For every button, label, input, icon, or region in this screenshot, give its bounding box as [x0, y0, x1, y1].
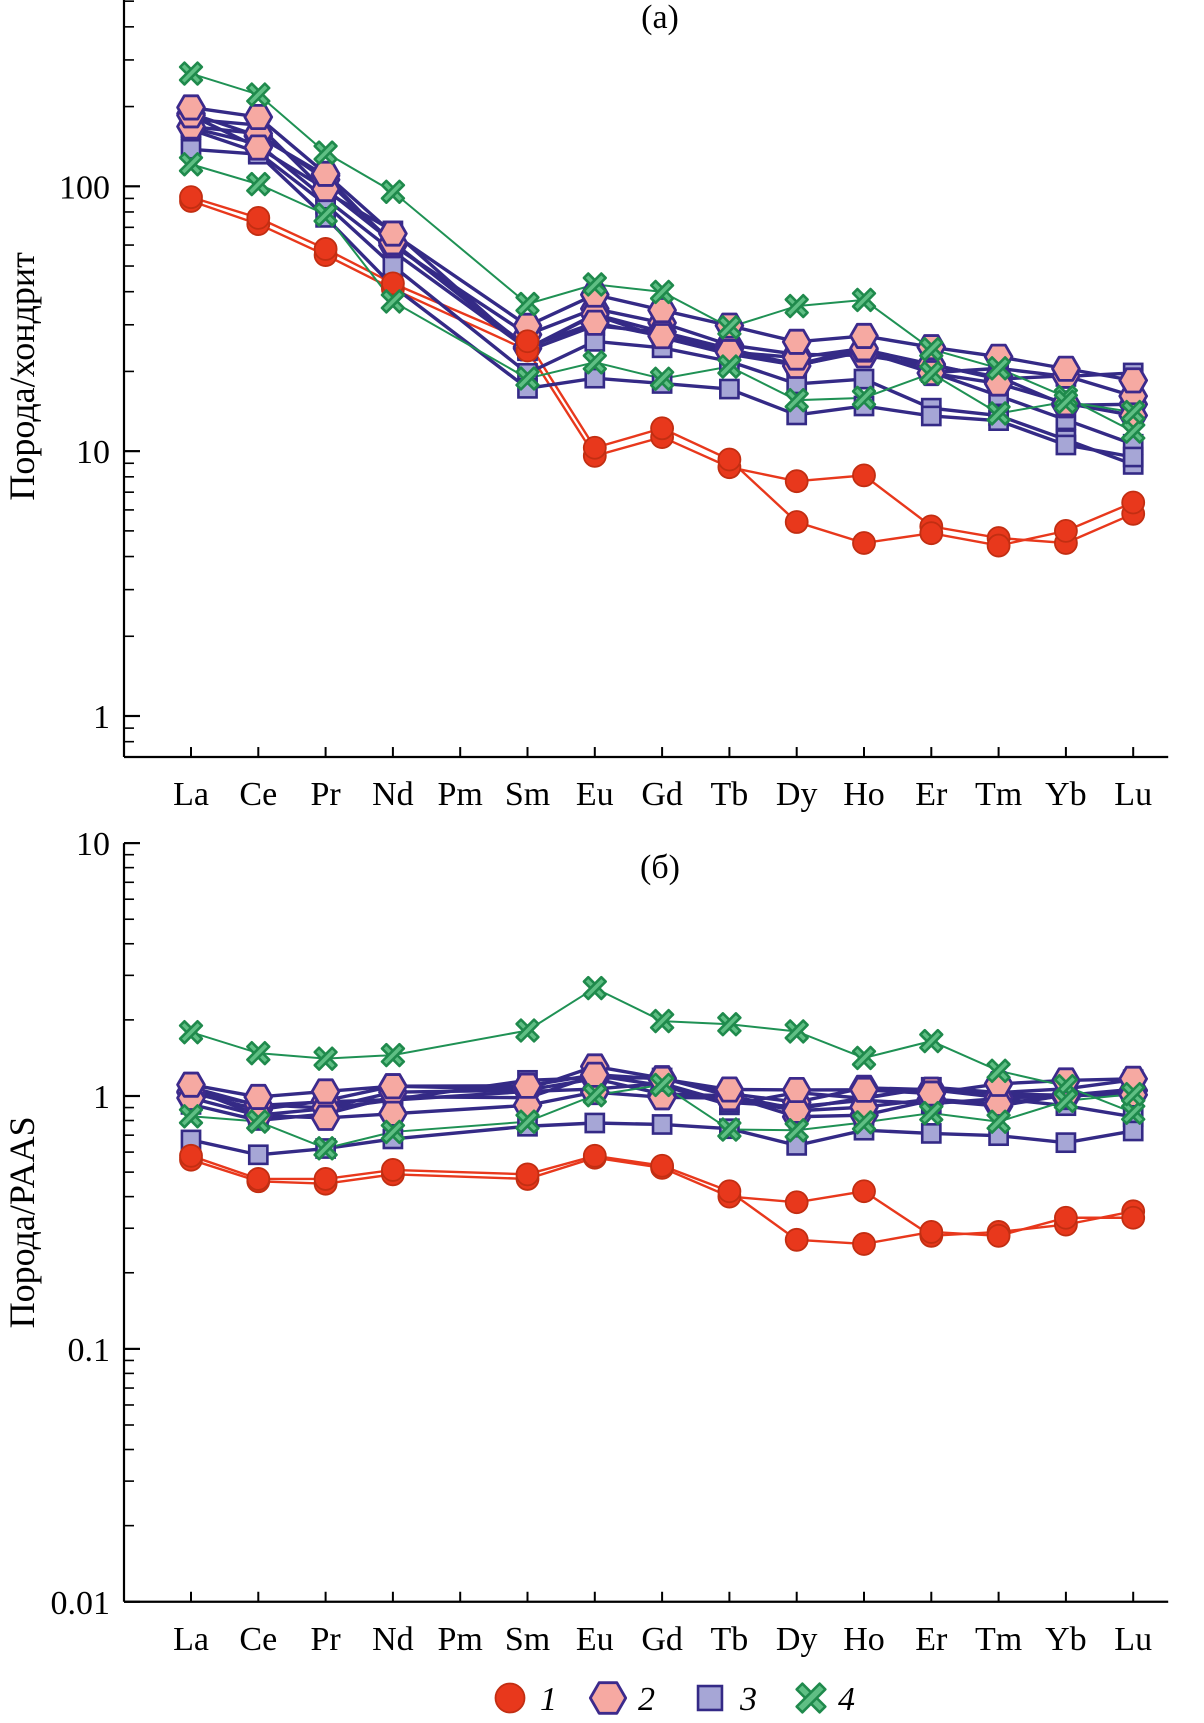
svg-text:1: 1: [93, 1079, 110, 1116]
svg-text:Yb: Yb: [1045, 1621, 1087, 1658]
svg-text:(б): (б): [640, 849, 680, 886]
svg-text:Yb: Yb: [1045, 776, 1087, 813]
svg-text:Ce: Ce: [239, 1621, 277, 1658]
svg-text:(a): (a): [641, 0, 679, 36]
svg-text:Nd: Nd: [372, 776, 414, 813]
svg-text:1: 1: [93, 699, 110, 736]
svg-text:3: 3: [739, 1681, 757, 1718]
svg-text:1: 1: [540, 1681, 557, 1718]
svg-text:Eu: Eu: [576, 776, 614, 813]
svg-text:Ho: Ho: [843, 1621, 885, 1658]
svg-text:Tm: Tm: [975, 776, 1022, 813]
svg-text:Dy: Dy: [776, 1621, 818, 1658]
svg-text:Lu: Lu: [1114, 776, 1152, 813]
svg-text:Er: Er: [915, 1621, 948, 1658]
svg-text:0.1: 0.1: [68, 1332, 111, 1369]
svg-text:Pr: Pr: [310, 776, 341, 813]
svg-text:Pm: Pm: [438, 776, 483, 813]
svg-text:Tm: Tm: [975, 1621, 1022, 1658]
svg-text:Tb: Tb: [711, 776, 749, 813]
svg-text:La: La: [173, 1621, 209, 1658]
svg-text:10: 10: [76, 434, 110, 471]
svg-text:Dy: Dy: [776, 776, 818, 813]
svg-text:Sm: Sm: [505, 776, 550, 813]
svg-text:Gd: Gd: [641, 776, 683, 813]
svg-text:Pr: Pr: [310, 1621, 341, 1658]
svg-text:Lu: Lu: [1114, 1621, 1152, 1658]
svg-text:Порода/PAAS: Порода/PAAS: [2, 1116, 42, 1328]
svg-text:Er: Er: [915, 776, 948, 813]
svg-text:10: 10: [76, 826, 110, 863]
svg-text:Ce: Ce: [239, 776, 277, 813]
svg-text:Nd: Nd: [372, 1621, 414, 1658]
svg-text:La: La: [173, 776, 209, 813]
svg-text:Gd: Gd: [641, 1621, 683, 1658]
svg-text:100: 100: [59, 169, 110, 206]
svg-text:0.01: 0.01: [51, 1585, 111, 1622]
svg-text:Pm: Pm: [438, 1621, 483, 1658]
svg-text:Ho: Ho: [843, 776, 885, 813]
svg-text:Порода/хондрит: Порода/хондрит: [2, 252, 42, 501]
svg-text:4: 4: [838, 1681, 855, 1718]
svg-text:Sm: Sm: [505, 1621, 550, 1658]
svg-text:Eu: Eu: [576, 1621, 614, 1658]
svg-text:2: 2: [638, 1681, 655, 1718]
svg-text:Tb: Tb: [711, 1621, 749, 1658]
